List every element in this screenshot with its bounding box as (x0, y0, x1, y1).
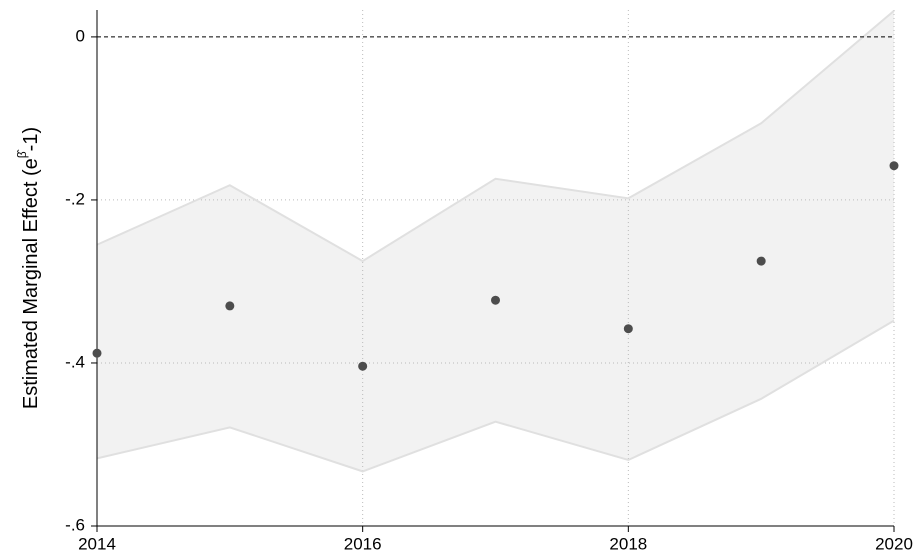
point (225, 301, 235, 311)
band-edge (96, 319, 895, 473)
y-tick-label: -.6 (65, 515, 85, 534)
y-axis-label: Estimated Marginal Effect (eβ̂-1) (15, 127, 42, 409)
point (623, 324, 633, 334)
y-tick-label: 0 (76, 26, 85, 45)
x-tick-label: 2020 (875, 534, 913, 553)
x-tick-label: 2014 (78, 534, 116, 553)
x-tick-label: 2018 (609, 534, 647, 553)
x-tick-label: 2016 (344, 534, 382, 553)
point (92, 348, 102, 358)
point (889, 161, 899, 171)
y-axis-label-part: β̂ (15, 149, 29, 158)
y-axis-label-part: Estimated Marginal Effect (e (20, 158, 42, 409)
y-tick-label: -.4 (65, 352, 85, 371)
point (491, 295, 500, 305)
point (756, 256, 766, 266)
point (358, 361, 368, 371)
y-axis-label-part: -1) (20, 127, 42, 151)
confidence-band (97, 10, 894, 472)
y-tick-label: -.2 (65, 189, 85, 208)
band-edge (96, 10, 895, 263)
